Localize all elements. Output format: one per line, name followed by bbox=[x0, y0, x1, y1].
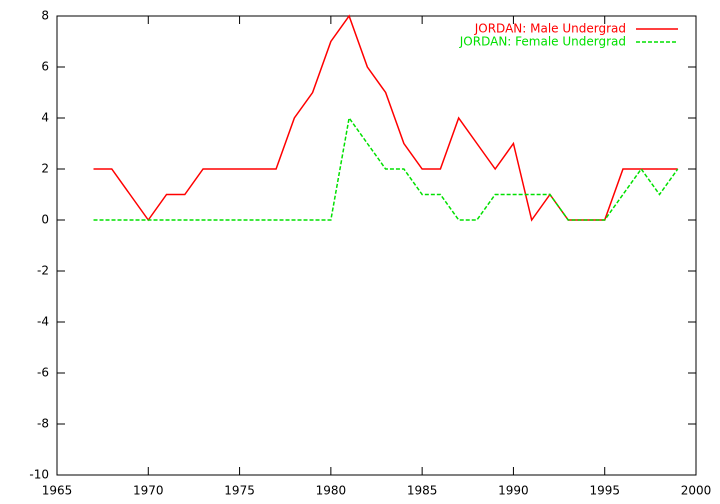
y-tick-label: -10 bbox=[29, 468, 49, 482]
legend-label: JORDAN: Male Undergrad bbox=[474, 22, 626, 36]
x-tick-label: 1995 bbox=[589, 484, 620, 498]
x-tick-label: 1990 bbox=[498, 484, 529, 498]
y-tick-label: -8 bbox=[37, 417, 49, 431]
y-tick-label: -6 bbox=[37, 366, 49, 380]
y-tick-label: -2 bbox=[37, 264, 49, 278]
legend-label: JORDAN: Female Undergrad bbox=[459, 35, 626, 49]
data-line bbox=[93, 116, 679, 221]
y-tick-label: 2 bbox=[41, 162, 49, 176]
plot-border bbox=[56, 15, 697, 476]
y-tick-label: 4 bbox=[41, 111, 49, 125]
x-tick-label: 1985 bbox=[407, 484, 438, 498]
y-tick-label: 8 bbox=[41, 9, 49, 23]
y-tick-label: 6 bbox=[41, 60, 49, 74]
x-tick-label: 1980 bbox=[316, 484, 347, 498]
x-tick-label: 1970 bbox=[133, 484, 164, 498]
y-tick-label: -4 bbox=[37, 315, 49, 329]
y-tick-label: 0 bbox=[41, 213, 49, 227]
x-tick-label: 2000 bbox=[681, 484, 712, 498]
x-tick-label: 1965 bbox=[42, 484, 73, 498]
x-tick-label: 1975 bbox=[224, 484, 255, 498]
